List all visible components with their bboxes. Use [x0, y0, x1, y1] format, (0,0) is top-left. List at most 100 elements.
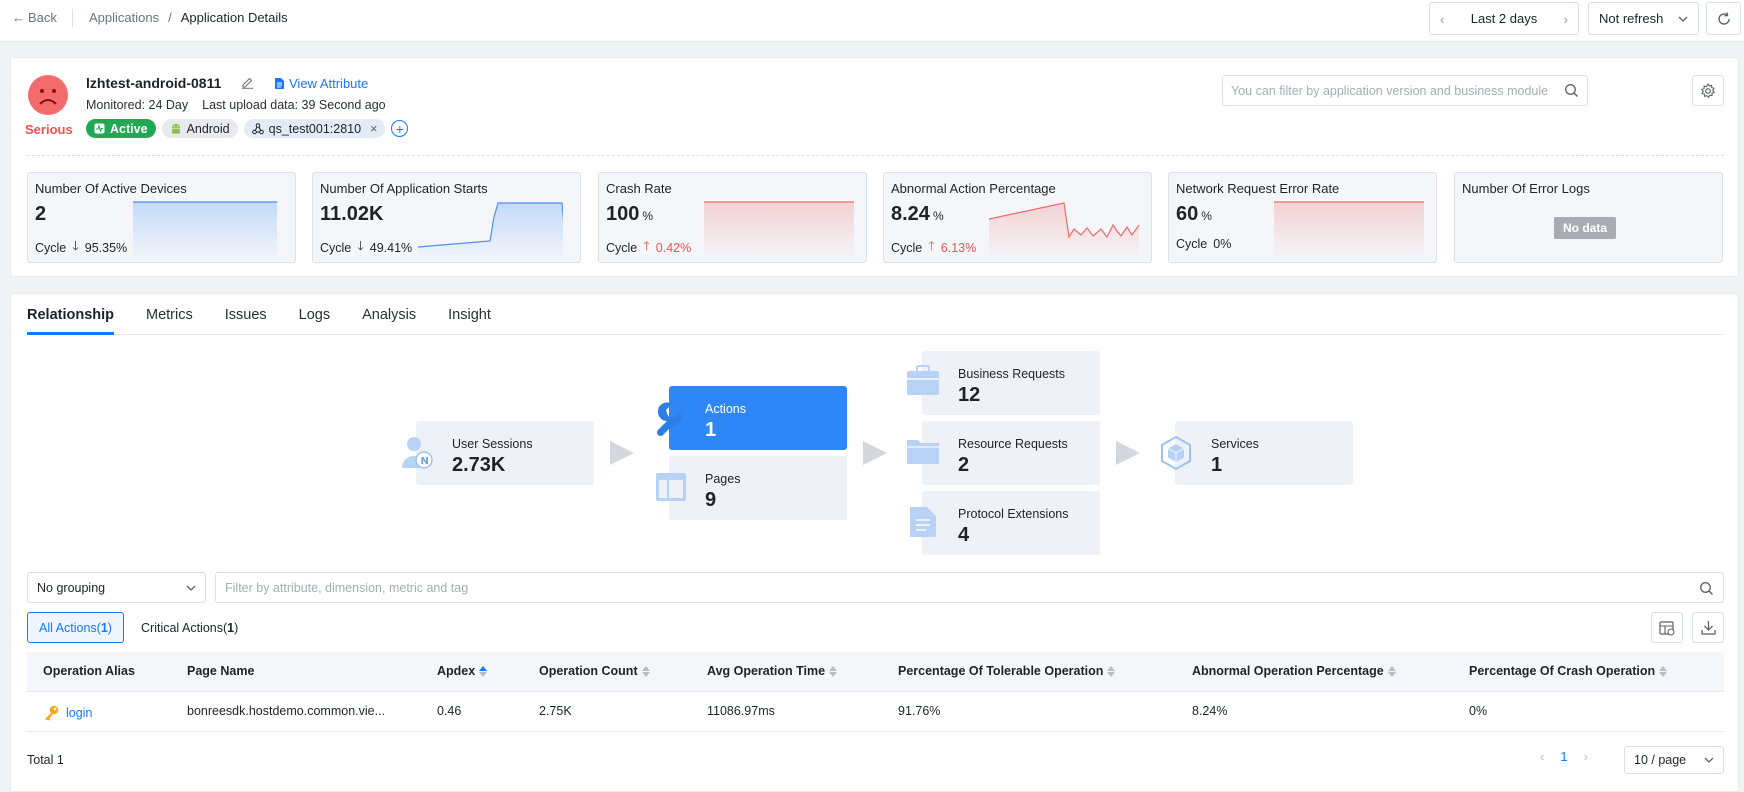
version-filter-input[interactable]: You can filter by application version an…	[1222, 75, 1588, 106]
attribute-filter-input[interactable]: Filter by attribute, dimension, metric a…	[215, 572, 1724, 603]
tab-bar: Relationship Metrics Issues Logs Analysi…	[27, 307, 1724, 335]
chevron-left-icon[interactable]: ‹	[1440, 10, 1445, 27]
download-button[interactable]	[1692, 612, 1724, 643]
kpi-abnormal-action[interactable]: Abnormal Action Percentage 8.24% Cycle 🡑…	[883, 172, 1152, 263]
node-business-requests[interactable]: Business Requests 12	[922, 351, 1100, 415]
column-header-sortable[interactable]: Apdex	[437, 664, 488, 678]
avg-time-cell: 11086.97ms	[707, 704, 775, 718]
next-page-icon[interactable]: ›	[1583, 749, 1588, 764]
arrow-up-icon: 🡑	[643, 239, 650, 253]
settings-button[interactable]	[1692, 75, 1724, 106]
all-actions-tab[interactable]: All Actions(1)	[27, 612, 124, 643]
remove-tag-icon[interactable]: ×	[370, 121, 378, 136]
abnormal-cell: 8.24%	[1192, 704, 1228, 718]
breadcrumb-current: Application Details	[180, 10, 288, 25]
share-nodes-icon	[251, 122, 264, 134]
app-overview-card	[10, 57, 1739, 277]
node-resource-requests[interactable]: Resource Requests 2	[922, 421, 1100, 485]
sad-face-icon	[28, 75, 68, 115]
sort-icon[interactable]	[641, 665, 650, 677]
page-size-select[interactable]: 10 / page	[1624, 746, 1724, 774]
chevron-right-icon[interactable]: ›	[1563, 10, 1568, 27]
sort-icon[interactable]	[1387, 665, 1396, 677]
view-attribute-link[interactable]: View Attribute	[274, 76, 368, 91]
kpi-application-starts[interactable]: Number Of Application Starts 11.02K Cycl…	[312, 172, 581, 263]
table-settings-icon	[1659, 620, 1675, 636]
critical-actions-tab[interactable]: Critical Actions(1)	[141, 620, 239, 635]
crash-cell: 0%	[1469, 704, 1488, 718]
kpi-active-devices[interactable]: Number Of Active Devices 2 Cycle 🡓 95.35…	[27, 172, 296, 263]
operation-alias-link[interactable]: login	[43, 704, 92, 721]
column-header-sortable[interactable]: Avg Operation Time	[707, 664, 838, 678]
arrow-left-icon: ←	[12, 10, 25, 25]
activity-icon	[94, 123, 105, 134]
tab-issues[interactable]: Issues	[224, 307, 267, 323]
top-bar: ← Back Applications / Application Detail…	[0, 0, 1744, 42]
kpi-error-logs[interactable]: Number Of Error Logs No data	[1454, 172, 1723, 263]
grouping-select[interactable]: No grouping	[27, 572, 206, 603]
arrow-up-icon: 🡑	[928, 239, 935, 253]
column-settings-button[interactable]	[1651, 612, 1683, 643]
search-icon	[1565, 84, 1578, 97]
active-tag: Active	[86, 119, 156, 138]
kpi-network-error-rate[interactable]: Network Request Error Rate 60% Cycle 0%	[1168, 172, 1437, 263]
column-header: Operation Alias	[43, 664, 135, 678]
briefcase-icon	[907, 365, 939, 395]
play-arrow-icon	[1116, 441, 1140, 465]
breadcrumb-applications[interactable]: Applications	[89, 10, 160, 25]
last-upload: Last upload data: 39 Second ago	[202, 98, 386, 112]
operation-count-cell: 2.75K	[539, 704, 572, 718]
column-header-sortable[interactable]: Operation Count	[539, 664, 650, 678]
breadcrumb-separator: /	[168, 10, 172, 25]
prev-page-icon[interactable]: ‹	[1540, 749, 1545, 764]
tab-logs[interactable]: Logs	[298, 307, 331, 323]
add-tag-button[interactable]: +	[391, 120, 409, 137]
column-header-sortable[interactable]: Percentage Of Tolerable Operation	[898, 664, 1116, 678]
node-actions[interactable]: Actions 1	[669, 386, 847, 450]
refresh-button[interactable]	[1706, 2, 1741, 35]
sort-icon[interactable]	[1659, 665, 1668, 677]
chevron-down-icon	[186, 585, 196, 591]
edit-icon[interactable]	[241, 76, 254, 92]
column-header-sortable[interactable]: Abnormal Operation Percentage	[1192, 664, 1396, 678]
sort-icon[interactable]	[1107, 665, 1116, 677]
app-meta: Monitored: 24 Day Last upload data: 39 S…	[86, 98, 386, 112]
time-range-picker[interactable]: ‹ Last 2 days ›	[1429, 2, 1579, 35]
back-button[interactable]: ← Back	[12, 10, 57, 25]
refresh-icon	[1717, 11, 1730, 25]
active-devices-sparkline	[133, 201, 277, 256]
apdex-cell: 0.46	[437, 704, 462, 718]
tab-relationship[interactable]: Relationship	[27, 307, 115, 335]
sort-icon[interactable]	[479, 665, 488, 677]
folder-icon	[907, 440, 939, 464]
wrench-icon	[656, 402, 682, 436]
tab-analysis[interactable]: Analysis	[362, 307, 417, 323]
svg-text:N: N	[421, 456, 429, 467]
play-arrow-icon	[610, 441, 634, 465]
node-services[interactable]: Services 1	[1175, 421, 1353, 485]
page-number[interactable]: 1	[1560, 749, 1568, 764]
tab-metrics[interactable]: Metrics	[146, 307, 193, 323]
tolerable-cell: 91.76%	[898, 704, 941, 718]
app-name: lzhtest-android-0811	[86, 75, 222, 91]
chevron-down-icon	[1704, 757, 1714, 763]
refresh-label: Not refresh	[1599, 11, 1664, 26]
kpi-crash-rate[interactable]: Crash Rate 100% Cycle 🡑 0.42%	[598, 172, 867, 263]
refresh-select[interactable]: Not refresh	[1588, 2, 1699, 35]
details-card	[10, 293, 1739, 792]
node-pages[interactable]: Pages 9	[669, 456, 847, 520]
divider	[27, 155, 1724, 156]
monitored-duration: Monitored: 24 Day	[86, 98, 189, 112]
sort-icon[interactable]	[829, 665, 838, 677]
app-tags: Active Android qs_test001:2810 × +	[86, 119, 409, 138]
crash-rate-sparkline	[704, 201, 854, 256]
tab-insight[interactable]: Insight	[448, 307, 491, 323]
table-header: Operation Alias Page Name Apdex Operatio…	[27, 652, 1724, 692]
node-protocol-extensions[interactable]: Protocol Extensions 4	[922, 491, 1100, 555]
arrow-down-icon: 🡓	[72, 239, 79, 253]
pagination: ‹ 1 ›	[1540, 749, 1588, 764]
android-icon	[171, 123, 180, 134]
node-user-sessions[interactable]: User Sessions 2.73K	[416, 421, 594, 485]
time-range-label[interactable]: Last 2 days	[1470, 11, 1538, 26]
column-header-sortable[interactable]: Percentage Of Crash Operation	[1469, 664, 1668, 678]
